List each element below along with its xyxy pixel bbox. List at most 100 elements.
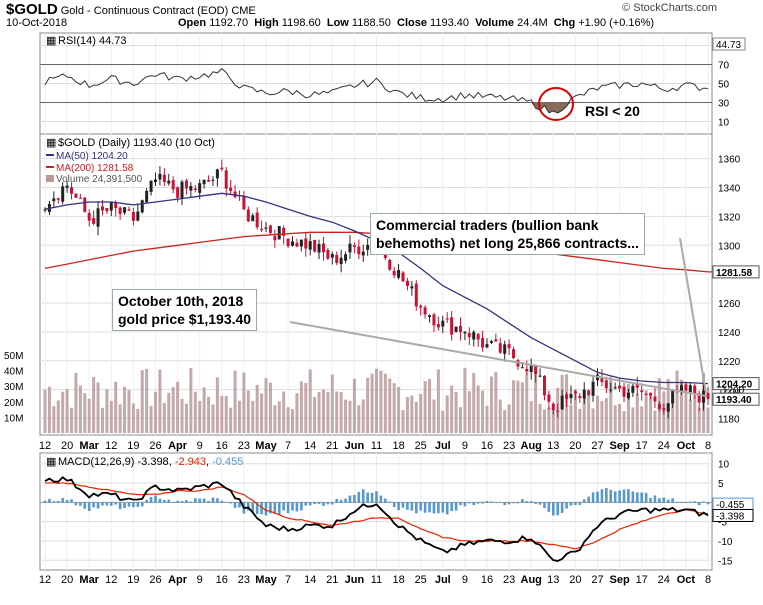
price-candle (162, 174, 166, 183)
close-label: Close (397, 17, 427, 29)
macd-histogram-bar (361, 489, 365, 503)
price-candle (436, 324, 440, 328)
price-candle (361, 251, 365, 256)
macd-histogram-bar (498, 501, 502, 503)
macd-histogram-bar (92, 502, 95, 508)
volume-bar (649, 393, 653, 433)
volume-bar (326, 391, 330, 433)
x-tick-label-bottom: 9 (197, 574, 203, 586)
macd-histogram-bar (87, 502, 91, 511)
exchange: CME (231, 5, 256, 17)
x-tick-label: 9 (462, 440, 468, 452)
volume-bar (467, 391, 471, 433)
ohlc-readout: Open 1192.70 High 1198.60 Low 1188.50 Cl… (178, 17, 654, 29)
x-tick-label-bottom: 19 (127, 574, 139, 586)
volume-bar (379, 370, 383, 433)
price-candle (211, 179, 215, 181)
volume-bar (520, 382, 524, 433)
volume-bar (498, 399, 502, 433)
price-candle (512, 349, 516, 358)
macd-histogram-bar (671, 498, 674, 503)
ma50-tag: 1204.20 (716, 380, 753, 391)
macd-histogram-bar (384, 498, 387, 503)
volume-bar (339, 391, 343, 433)
price-candle (105, 208, 109, 212)
price-candle (313, 239, 317, 252)
macd-histogram-bar (185, 500, 188, 503)
volume-bar (423, 381, 427, 433)
price-candle (242, 196, 246, 210)
price-candle (432, 314, 436, 326)
rsi-tick-label: 30 (718, 99, 730, 110)
price-callout: October 10th, 2018 gold price $1,193.40 (112, 289, 258, 331)
price-candle (136, 211, 140, 221)
volume-bar (419, 393, 423, 433)
macd-histogram-bar (101, 502, 104, 506)
price-candle (264, 227, 268, 229)
volume-bar (489, 376, 493, 433)
macd-histogram-bar (507, 502, 511, 505)
x-tick-label-bottom: 16 (481, 574, 493, 586)
macd-legend-icon: ▦ (46, 456, 56, 468)
macd-histogram-bar (459, 502, 462, 506)
macd-histogram-bar (136, 502, 140, 507)
macd-histogram-bar (370, 492, 374, 503)
macd-histogram-bar (375, 491, 378, 503)
price-candle (154, 179, 157, 183)
x-tick-label-bottom: Mar (79, 574, 99, 586)
price-candle (671, 391, 675, 404)
macd-histogram-bar (255, 502, 259, 515)
price-candle (145, 190, 149, 203)
price-candle (65, 185, 69, 188)
price-candle (114, 202, 118, 209)
price-candle (118, 207, 122, 214)
rsi-tick-label: 70 (718, 61, 730, 72)
volume-bar (503, 410, 507, 433)
volume-bar (525, 373, 529, 433)
macd-histogram-bar (609, 489, 613, 503)
macd-legend-macd: -3.398 (137, 456, 168, 468)
price-candle (109, 202, 113, 211)
volume-bar (450, 385, 454, 433)
volume-bar (428, 378, 432, 433)
price-tick-label: 1360 (718, 155, 741, 166)
x-tick-label-bottom: 23 (238, 574, 250, 586)
price-candle (542, 376, 546, 396)
volume-bar (87, 398, 91, 433)
macd-histogram-bar (445, 502, 449, 515)
price-candle (308, 241, 312, 250)
macd-histogram-bar (52, 501, 56, 503)
macd-histogram-bar (490, 501, 493, 503)
volume-bar (671, 396, 675, 433)
macd-histogram-bar (202, 498, 206, 503)
x-tick-label: Sep (610, 440, 630, 452)
macd-legend-hist: -0.455 (212, 456, 243, 468)
price-candle (640, 390, 644, 393)
volume-bar (229, 407, 233, 433)
volume-bar (43, 389, 47, 433)
volume-bar (127, 389, 131, 433)
price-candle (458, 325, 462, 333)
volume-bar (507, 404, 511, 433)
x-tick-label-bottom: 13 (547, 574, 559, 586)
macd-histogram-bar (140, 502, 144, 507)
macd-histogram-bar (454, 502, 458, 511)
macd-histogram-bar (224, 502, 228, 504)
price-candle (489, 341, 493, 343)
x-tick-label-bottom: Apr (168, 574, 188, 586)
volume-swatch (46, 175, 54, 182)
macd-histogram-bar (410, 502, 414, 511)
chart-date: 10-Oct-2018 (6, 17, 68, 29)
volume-bar (291, 409, 295, 433)
volume-bar (100, 407, 104, 433)
macd-tick-label: 5 (718, 479, 724, 490)
macd-histogram-bar (702, 501, 705, 503)
volume-bar (109, 400, 113, 433)
price-candle (392, 270, 396, 276)
low-value: 1188.50 (351, 17, 391, 29)
rsi-tick-label: 10 (718, 118, 730, 129)
high-value: 1198.60 (281, 17, 321, 29)
price-candle (255, 212, 259, 228)
price-candle (140, 200, 144, 213)
volume-bar (299, 381, 303, 433)
